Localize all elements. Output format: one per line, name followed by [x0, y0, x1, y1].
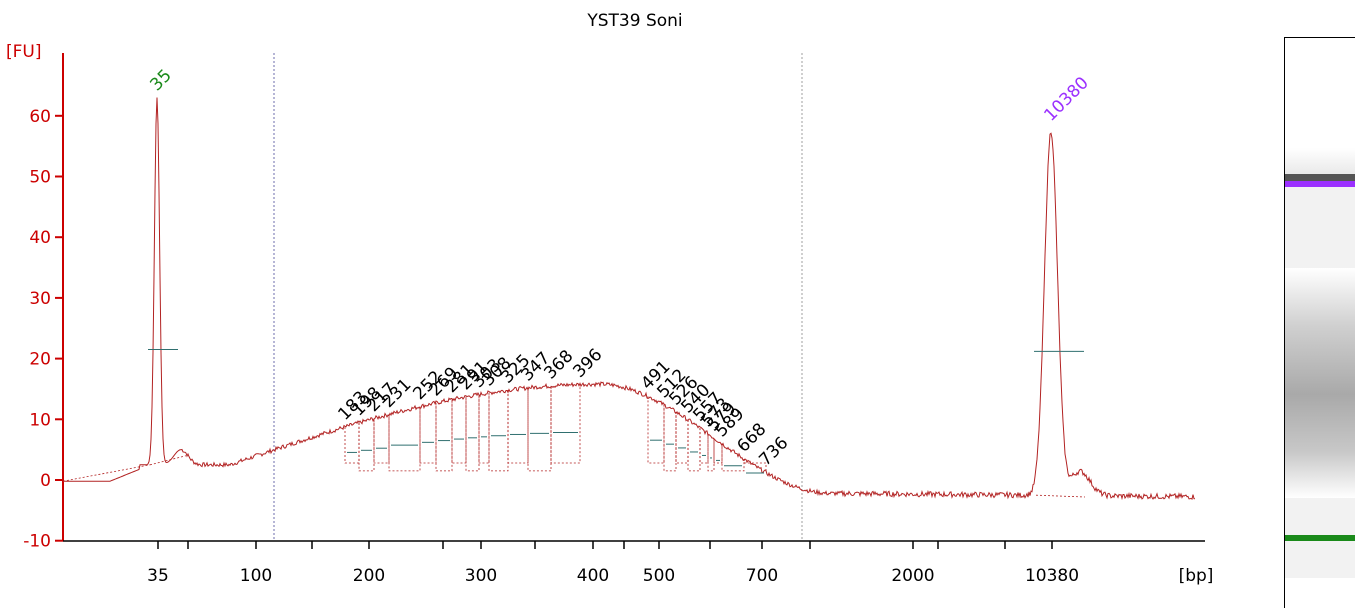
peak-box — [507, 387, 529, 464]
x-tick-label: 10380 — [1025, 566, 1079, 586]
peak-box — [478, 392, 490, 464]
gel-upper-band-shadow — [1285, 174, 1355, 182]
peak-box — [373, 414, 390, 464]
peak-box — [721, 443, 745, 472]
peak-box — [451, 396, 467, 464]
chart-title: YST39 Soni — [586, 11, 682, 31]
electropherogram-chart: YST39 Soni [FU] -10 0 10 20 30 40 50 60 35 100 200 30… — [6, 11, 1214, 586]
y-tick-label: 40 — [29, 228, 51, 248]
gel-top-shade — [1285, 148, 1355, 178]
y-tick-label: 60 — [29, 107, 51, 127]
gel-lower-marker-band — [1285, 535, 1355, 541]
marker-label: 10380 — [1040, 73, 1092, 125]
baseline-segment — [149, 455, 187, 466]
x-tick-label: 2000 — [891, 566, 934, 586]
x-tick-label: 200 — [353, 566, 385, 586]
y-axis-label: [FU] — [6, 42, 42, 62]
gel-upper-marker-band — [1285, 181, 1355, 187]
y-tick-label: 20 — [29, 350, 51, 370]
y-tick-label: 10 — [29, 410, 51, 430]
peak-box — [663, 404, 677, 472]
gel-image-lane — [1284, 37, 1355, 609]
baseline-segment — [1035, 494, 1086, 498]
peak-box — [435, 399, 453, 472]
x-tick-label: 100 — [240, 566, 272, 586]
gel-smear — [1285, 268, 1355, 498]
y-tick-label: -10 — [23, 532, 51, 552]
electropherogram-trace — [63, 97, 1196, 501]
baseline-segment — [62, 464, 151, 482]
y-tick-label: 30 — [29, 289, 51, 309]
peak-box — [465, 394, 480, 472]
y-tick-label: 0 — [40, 471, 51, 491]
x-tick-label: 500 — [643, 566, 675, 586]
x-tick-label: 300 — [465, 566, 497, 586]
peak-label: 396 — [569, 345, 606, 382]
x-tick-label: 700 — [746, 566, 778, 586]
x-axis-label: [bp] — [1179, 566, 1214, 586]
x-tick-label: 400 — [577, 566, 609, 586]
peak-box — [713, 438, 723, 464]
peak-box — [488, 390, 509, 472]
x-tick-label: 35 — [147, 566, 169, 586]
peak-box — [707, 433, 715, 472]
peak-box — [388, 406, 421, 472]
peak-box — [527, 385, 552, 472]
peak-box — [419, 402, 437, 464]
marker-label: 35 — [146, 66, 175, 95]
peak-box — [358, 418, 375, 472]
y-tick-label: 50 — [29, 168, 51, 188]
peak-box — [344, 422, 360, 464]
peak-box — [647, 396, 665, 464]
peak-box — [550, 384, 581, 464]
peak-box — [699, 428, 709, 464]
